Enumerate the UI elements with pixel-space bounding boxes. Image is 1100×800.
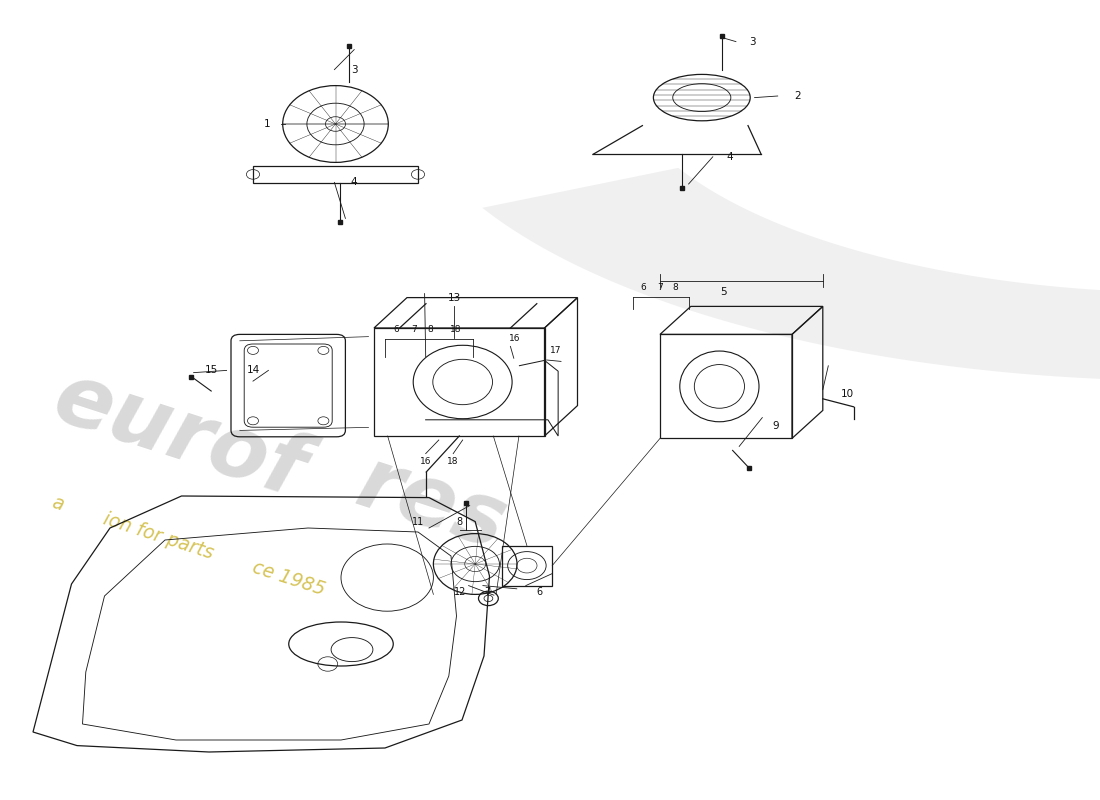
Text: 8: 8 bbox=[672, 282, 679, 292]
Text: 3: 3 bbox=[351, 65, 358, 74]
Text: 4: 4 bbox=[351, 178, 358, 187]
Text: 17: 17 bbox=[550, 346, 561, 355]
Text: 11: 11 bbox=[411, 517, 425, 526]
Text: a       ion for parts       ce 1985: a ion for parts ce 1985 bbox=[50, 493, 327, 598]
Text: 6: 6 bbox=[640, 282, 647, 292]
Text: eurof: eurof bbox=[44, 357, 316, 515]
Text: 6: 6 bbox=[393, 325, 399, 334]
Text: 13: 13 bbox=[448, 293, 461, 302]
Text: 18: 18 bbox=[448, 457, 459, 466]
Text: res: res bbox=[346, 441, 517, 567]
Text: 6: 6 bbox=[536, 587, 542, 597]
Text: 8: 8 bbox=[456, 517, 463, 526]
Text: 8: 8 bbox=[427, 325, 433, 334]
Text: 7: 7 bbox=[484, 587, 491, 597]
Text: 3: 3 bbox=[749, 37, 756, 46]
Text: 15: 15 bbox=[205, 366, 218, 375]
Text: 16: 16 bbox=[420, 457, 431, 466]
Text: 1: 1 bbox=[264, 119, 271, 129]
Text: 2: 2 bbox=[794, 91, 801, 101]
Text: 14: 14 bbox=[246, 366, 260, 375]
Text: 12: 12 bbox=[453, 587, 466, 597]
Text: 9: 9 bbox=[772, 421, 779, 430]
Text: 16: 16 bbox=[509, 334, 520, 343]
Text: 4: 4 bbox=[726, 152, 733, 162]
Text: 10: 10 bbox=[840, 389, 854, 398]
Polygon shape bbox=[482, 168, 1100, 381]
Text: 7: 7 bbox=[410, 325, 417, 334]
Text: 5: 5 bbox=[720, 287, 727, 297]
Text: 7: 7 bbox=[657, 282, 663, 292]
Text: 18: 18 bbox=[450, 325, 461, 334]
